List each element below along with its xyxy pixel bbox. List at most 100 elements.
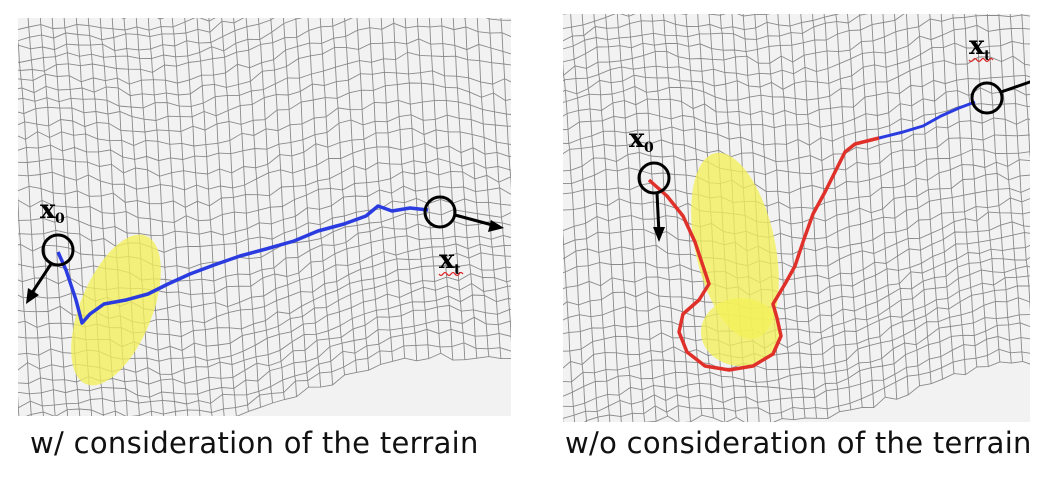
- left-start-arrowhead: [26, 288, 39, 304]
- left-goal-label: x: [439, 245, 455, 275]
- mesh-line: [488, 18, 511, 343]
- mesh-line: [812, 14, 840, 412]
- right-planned-path: [647, 136, 880, 372]
- mesh-line: [18, 40, 44, 416]
- mesh-line: [416, 18, 442, 354]
- mesh-line: [563, 148, 1030, 194]
- mesh-line: [563, 322, 1030, 407]
- left-goal-marker: [423, 195, 457, 229]
- mesh-line: [196, 18, 225, 416]
- mesh-line: [870, 14, 898, 400]
- mesh-line: [171, 18, 201, 416]
- mesh-line: [765, 14, 795, 420]
- mesh-line: [18, 18, 245, 42]
- mesh-line: [18, 220, 511, 282]
- mesh-line: [917, 14, 943, 380]
- mesh-line: [563, 14, 1030, 76]
- mesh-line: [906, 14, 932, 384]
- right-goal-label: x: [969, 31, 985, 61]
- mesh-line: [563, 40, 1030, 95]
- mesh-line: [563, 159, 1030, 209]
- mesh-line: [184, 18, 213, 416]
- mesh-line: [221, 18, 249, 412]
- left-start-label: x: [40, 195, 56, 225]
- mesh-line: [894, 14, 921, 386]
- right-goal-marker: [970, 81, 1004, 115]
- right-start-arrowhead: [653, 227, 665, 242]
- mesh-line: [593, 14, 622, 422]
- mesh-line: [628, 14, 657, 422]
- mesh-line: [392, 18, 418, 361]
- left-goal-arrowhead: [488, 220, 504, 232]
- right-goal-subscript: t: [984, 48, 991, 64]
- mesh-line: [563, 336, 1030, 419]
- mesh-line: [563, 14, 840, 42]
- mesh-line: [639, 14, 669, 417]
- right-obstacle-region-upper: [691, 152, 779, 340]
- mesh-line: [380, 18, 406, 359]
- mesh-line: [257, 18, 285, 400]
- mesh-line: [135, 18, 164, 416]
- left-goal-label-underline: [438, 271, 464, 277]
- mesh-line: [245, 18, 273, 404]
- mesh-line: [368, 18, 394, 362]
- mesh-line: [27, 18, 56, 416]
- mesh-line: [1009, 14, 1030, 313]
- right-start-subscript: 0: [644, 140, 654, 156]
- mesh-line: [18, 196, 32, 416]
- right-terrain-mesh: [563, 14, 1030, 422]
- mesh-line: [777, 14, 806, 419]
- left-goal-heading-arrow: [454, 213, 497, 228]
- mesh-line: [39, 18, 69, 416]
- left-start-subscript: 0: [55, 211, 65, 227]
- mesh-line: [507, 18, 511, 364]
- mesh-line: [882, 14, 909, 395]
- mesh-line: [233, 18, 261, 408]
- left-terrain-plot: x 0 x t: [18, 18, 511, 416]
- mesh-line: [404, 18, 430, 359]
- mesh-line: [563, 314, 1030, 397]
- mesh-line: [282, 18, 309, 388]
- mesh-line: [356, 18, 382, 365]
- mesh-line: [331, 18, 358, 373]
- left-goal-subscript: t: [454, 262, 461, 278]
- mesh-line: [121, 18, 165, 20]
- mesh-line: [295, 18, 322, 388]
- left-planned-path: [56, 204, 429, 325]
- right-start-label: x: [629, 124, 645, 154]
- mesh-line: [563, 24, 1030, 82]
- mesh-line: [754, 14, 783, 419]
- right-planned-path-tail: [878, 100, 976, 140]
- right-start-marker: [637, 161, 671, 195]
- mesh-line: [605, 14, 634, 422]
- mesh-line: [663, 14, 691, 422]
- mesh-line: [563, 59, 588, 422]
- mesh-line: [563, 227, 575, 422]
- mesh-line: [440, 18, 466, 360]
- left-obstacle-region: [71, 234, 161, 386]
- mesh-line: [307, 18, 334, 385]
- mesh-line: [581, 14, 611, 422]
- mesh-line: [428, 18, 454, 361]
- right-caption: w/o consideration of the terrain: [565, 426, 1032, 460]
- mesh-line: [208, 18, 237, 416]
- right-goal-heading-arrow: [1000, 80, 1030, 94]
- mesh-line: [859, 14, 886, 398]
- mesh-line: [464, 18, 490, 357]
- mesh-line: [940, 14, 966, 375]
- right-goal-label-underline: [968, 57, 994, 63]
- mesh-line: [500, 18, 511, 190]
- mesh-line: [998, 14, 1024, 362]
- mesh-line: [563, 14, 568, 15]
- right-terrain-panel: x 0 x t: [563, 14, 1030, 422]
- mesh-line: [570, 14, 599, 422]
- mesh-line: [476, 18, 502, 359]
- mesh-line: [563, 187, 1030, 240]
- mesh-line: [1021, 14, 1030, 160]
- mesh-line: [18, 158, 511, 208]
- mesh-line: [975, 14, 1001, 362]
- mesh-line: [835, 14, 863, 408]
- mesh-line: [651, 14, 680, 422]
- mesh-line: [952, 14, 978, 367]
- mesh-line: [18, 38, 511, 97]
